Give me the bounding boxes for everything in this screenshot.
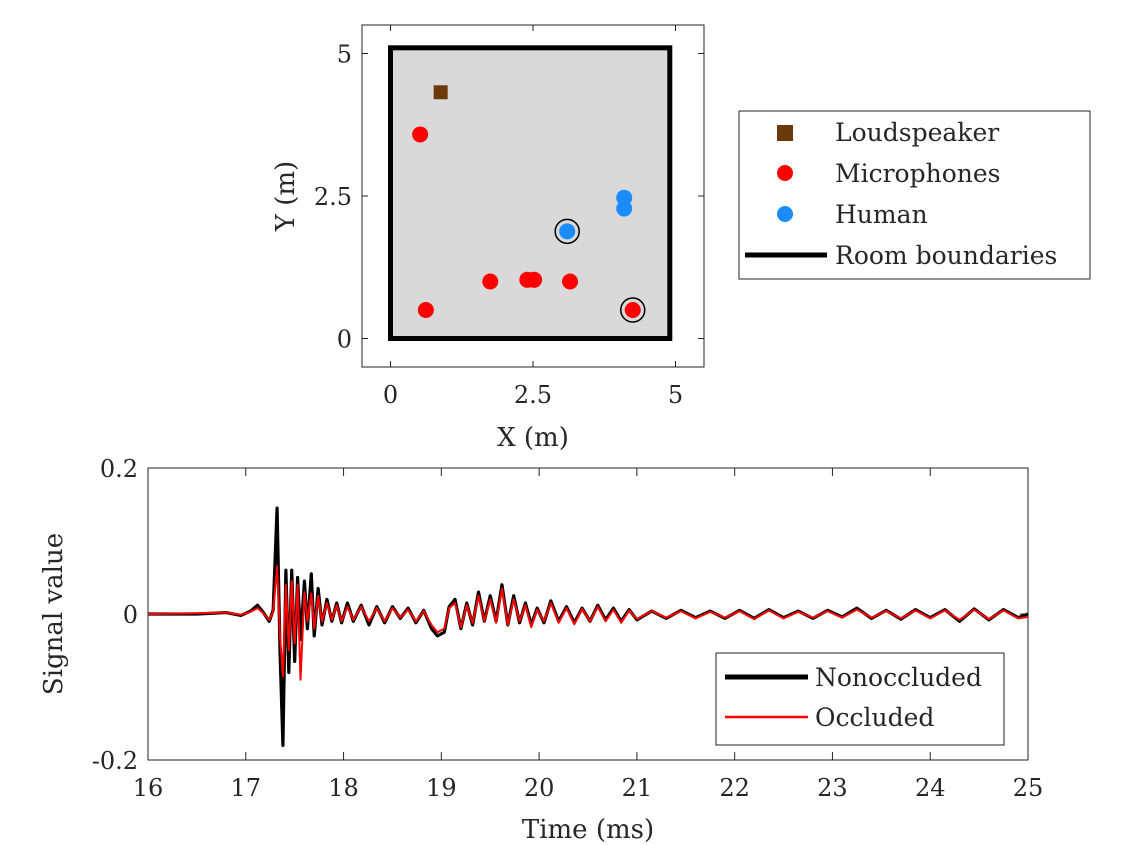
signal-x-tick-label-2: 18 <box>328 774 359 802</box>
room-legend-box <box>738 110 1091 280</box>
room-y-tick-label-1: 2.5 <box>314 183 352 211</box>
signal-y-tick-label-1: 0 <box>123 601 138 629</box>
legend-loudspeaker-marker <box>777 125 793 141</box>
signal-plot: 16 17 18 19 20 21 22 23 24 25 0.2 0 -0.2 Time (ms) S… <box>39 455 1043 845</box>
room-x-tick-label-2: 5 <box>668 381 683 409</box>
legend-microphones-label: Microphones <box>835 159 1000 188</box>
signal-plot-x-label: Time (ms) <box>522 815 654 845</box>
microphones-marker-5 <box>562 273 579 290</box>
signal-x-tick-label-0: 16 <box>133 774 164 802</box>
microphones-marker-1 <box>417 302 434 318</box>
legend-loudspeaker-label: Loudspeaker <box>835 118 999 147</box>
microphones-marker-6 <box>624 302 641 318</box>
signal-x-tick-label-1: 17 <box>231 774 262 802</box>
room-plot-markers <box>412 85 646 323</box>
room-plot-ticks: 0 2.5 5 0 2.5 5 <box>314 25 704 409</box>
loudspeaker-marker-0 <box>433 85 448 100</box>
signal-y-tick-label-0: 0.2 <box>100 455 138 483</box>
room-x-tick-label-0: 0 <box>383 381 398 409</box>
signal-y-tick-label-2: -0.2 <box>92 747 138 775</box>
legend-room-boundaries-label: Room boundaries <box>835 241 1057 270</box>
signal-plot-y-label: Signal value <box>39 533 69 695</box>
highlight-ring-1 <box>620 297 646 323</box>
signal-x-tick-label-7: 23 <box>817 774 848 802</box>
human-marker-2 <box>559 223 576 240</box>
signal-x-tick-label-3: 19 <box>426 774 457 802</box>
microphones-marker-0 <box>412 126 429 143</box>
room-legend: Loudspeaker Microphones Human Room bound… <box>738 110 1091 280</box>
legend-microphones-marker <box>777 165 793 181</box>
signal-x-tick-label-4: 20 <box>524 774 555 802</box>
signal-x-tick-label-9: 25 <box>1013 774 1044 802</box>
microphones-marker-2 <box>482 273 499 290</box>
room-y-tick-label-0: 0 <box>337 326 352 354</box>
signal-x-tick-label-6: 22 <box>719 774 750 802</box>
microphones-marker-4 <box>526 271 543 288</box>
room-plot: 0 2.5 5 0 2.5 5 X (m) Y (m) <box>271 24 705 453</box>
human-marker-1 <box>616 200 633 217</box>
signal-plot-ticks: 16 17 18 19 20 21 22 23 24 25 0.2 0 -0.2 <box>92 455 1044 802</box>
legend-occluded-label: Occluded <box>815 703 934 732</box>
highlight-ring-0 <box>554 218 580 245</box>
signal-legend: Nonoccluded Occluded <box>715 652 1005 746</box>
signal-x-tick-label-8: 24 <box>915 774 946 802</box>
legend-nonoccluded-label: Nonoccluded <box>815 663 982 692</box>
room-y-tick-label-2: 5 <box>337 41 352 69</box>
signal-legend-box <box>715 652 1005 746</box>
room-plot-x-label: X (m) <box>497 423 569 453</box>
legend-human-marker <box>777 206 793 222</box>
legend-human-label: Human <box>835 200 928 229</box>
room-x-tick-label-1: 2.5 <box>514 381 552 409</box>
signal-x-tick-label-5: 21 <box>622 774 653 802</box>
series-line-occluded <box>147 565 1029 681</box>
room-plot-y-label: Y (m) <box>271 161 301 232</box>
